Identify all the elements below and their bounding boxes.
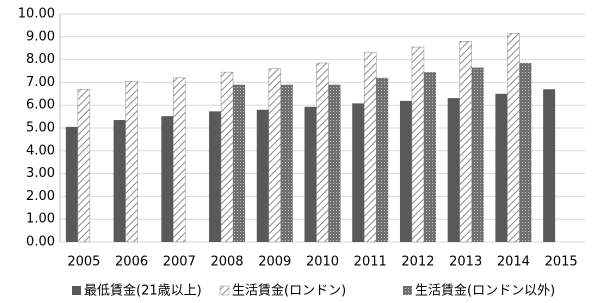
x-tick-label: 2007 (163, 255, 196, 270)
bar (459, 41, 472, 243)
x-tick-label: 2013 (449, 255, 482, 270)
legend-swatch (219, 285, 230, 296)
bar (161, 116, 174, 242)
bar (304, 106, 317, 243)
y-tick-label: 10.00 (18, 7, 55, 22)
legend-swatch (72, 286, 81, 295)
bar (507, 33, 520, 243)
bar (363, 52, 377, 243)
bar (399, 100, 412, 242)
y-tick-label: 2.00 (26, 189, 55, 204)
x-tick-label: 2014 (497, 255, 530, 270)
bar (376, 77, 389, 242)
y-tick-label: 0.00 (26, 235, 55, 250)
bar (256, 109, 269, 242)
bar (77, 88, 91, 243)
legend-label: 生活賃金(ロンドン) (232, 283, 346, 299)
bar (316, 62, 329, 243)
y-tick-label: 4.00 (26, 143, 55, 158)
y-tick-label: 7.00 (26, 75, 55, 90)
bar (495, 93, 508, 242)
bar (233, 84, 246, 243)
y-tick-label: 1.00 (26, 212, 55, 227)
bar (352, 103, 365, 242)
legend-swatch (403, 286, 412, 295)
bar (209, 111, 222, 242)
x-tick-label: 2009 (258, 255, 291, 270)
bar (328, 84, 341, 243)
bar (113, 120, 126, 242)
bar (125, 81, 138, 243)
x-tick-label: 2011 (354, 255, 387, 270)
y-tick-label: 9.00 (26, 29, 55, 44)
bar (65, 126, 78, 242)
x-tick-label: 2005 (67, 255, 100, 270)
bar (519, 63, 532, 242)
bar (280, 84, 293, 243)
x-tick-label: 2012 (401, 255, 434, 270)
bar (220, 71, 234, 243)
bar (268, 68, 282, 243)
bar (543, 89, 556, 243)
bar (423, 72, 436, 242)
x-tick-label: 2010 (306, 255, 339, 270)
y-tick-label: 6.00 (26, 98, 55, 113)
legend-label: 最低賃金(21歳以上) (84, 283, 202, 299)
y-tick-label: 3.00 (26, 166, 55, 181)
x-tick-label: 2008 (210, 255, 243, 270)
bar (173, 77, 186, 243)
bar (411, 46, 425, 243)
y-tick-label: 5.00 (26, 121, 55, 136)
x-tick-label: 2006 (115, 255, 148, 270)
y-tick-label: 8.00 (26, 52, 55, 67)
legend-label: 生活賃金(ロンドン以外) (415, 283, 555, 299)
bar (471, 67, 484, 242)
bar (447, 98, 460, 242)
x-tick-label: 2015 (545, 255, 578, 270)
